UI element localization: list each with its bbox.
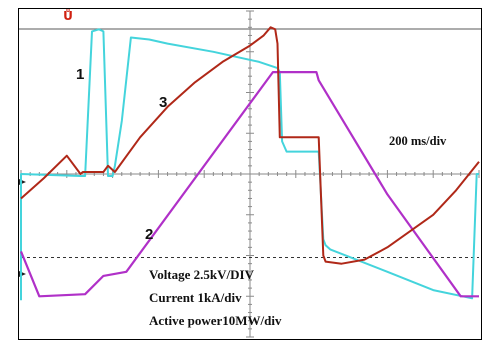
oscilloscope-plot: Ů 1 2 3 200 ms/div Voltage 2.5kV/DIV Current 1… [19,9,481,338]
trace-2-line [19,70,479,298]
oscilloscope-screen: Ů 1 2 3 200 ms/div Voltage 2.5kV/DIV Current 1… [18,8,482,340]
trace-3-line [20,26,480,265]
trace-marker-1: 1 [76,66,84,83]
trace-1-line [20,28,479,301]
trigger-marker-icon: Ů [63,9,73,23]
scale-label-1: Voltage 2.5kV/DIV [149,267,255,282]
scale-label-2: Current 1kA/div [149,290,242,305]
time-scale-label: 200 ms/div [389,134,447,148]
trace-marker-2: 2 [145,226,153,243]
trace-marker-3: 3 [159,94,167,111]
scale-label-3: Active power10MW/div [149,313,282,328]
